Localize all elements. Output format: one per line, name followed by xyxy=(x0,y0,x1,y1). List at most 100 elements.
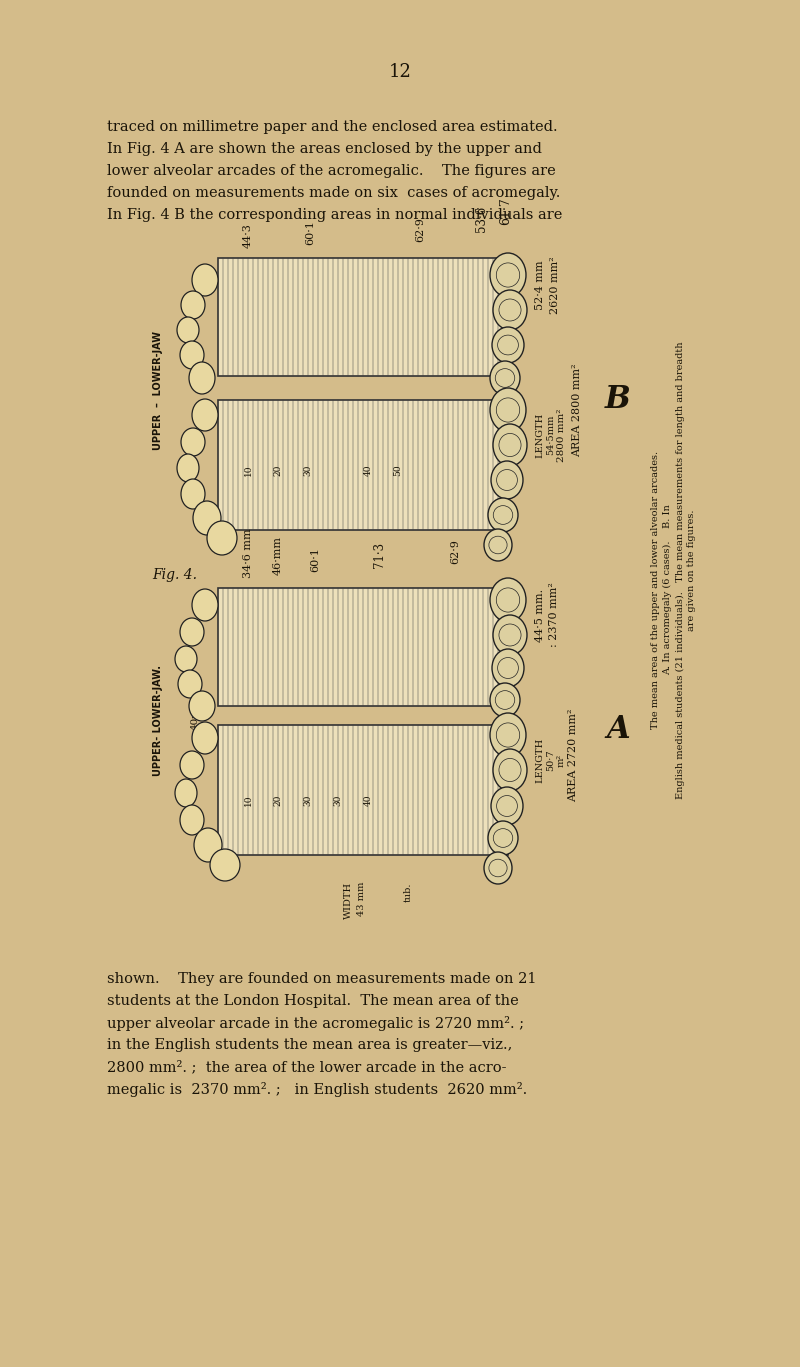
Ellipse shape xyxy=(175,647,197,673)
Text: UPPER- LOWER-JAW.: UPPER- LOWER-JAW. xyxy=(153,664,163,775)
Text: shown.    They are founded on measurements made on 21: shown. They are founded on measurements … xyxy=(107,972,537,986)
Ellipse shape xyxy=(180,805,204,835)
Text: 46·mm: 46·mm xyxy=(273,536,283,576)
Text: 52·4 mm: 52·4 mm xyxy=(535,260,545,310)
Text: founded on measurements made on six  cases of acromegaly.: founded on measurements made on six case… xyxy=(107,186,560,200)
Text: 2800 mm². ;  the area of the lower arcade in the acro-: 2800 mm². ; the area of the lower arcade… xyxy=(107,1059,506,1074)
Text: 30: 30 xyxy=(303,465,313,476)
Ellipse shape xyxy=(488,822,518,854)
Ellipse shape xyxy=(189,362,215,394)
Text: in the English students the mean area is greater—viz.,: in the English students the mean area is… xyxy=(107,1038,512,1053)
Text: 40: 40 xyxy=(363,465,373,476)
Text: LENGTH: LENGTH xyxy=(535,737,544,783)
Text: 62·9: 62·9 xyxy=(450,539,460,565)
Text: upper alveolar arcade in the acromegalic is 2720 mm². ;: upper alveolar arcade in the acromegalic… xyxy=(107,1016,524,1031)
Ellipse shape xyxy=(193,500,221,534)
Text: 10: 10 xyxy=(243,465,253,476)
Ellipse shape xyxy=(493,424,527,466)
Ellipse shape xyxy=(492,649,524,688)
Ellipse shape xyxy=(181,291,205,319)
Ellipse shape xyxy=(484,852,512,884)
Text: English medical students (21 individuals).   The mean measurements for length an: English medical students (21 individuals… xyxy=(675,342,685,798)
Text: 53·6: 53·6 xyxy=(475,206,489,232)
Ellipse shape xyxy=(192,722,218,755)
Text: A: A xyxy=(606,715,630,745)
Bar xyxy=(218,588,508,705)
Ellipse shape xyxy=(207,521,237,555)
Text: 62·9: 62·9 xyxy=(415,217,425,242)
Text: are given on the figures.: are given on the figures. xyxy=(687,510,697,630)
Ellipse shape xyxy=(493,749,527,791)
Ellipse shape xyxy=(490,684,520,718)
Ellipse shape xyxy=(490,253,526,297)
Bar xyxy=(218,725,508,854)
Text: 44·5 mm.: 44·5 mm. xyxy=(535,588,545,641)
Ellipse shape xyxy=(178,670,202,699)
Text: UPPER  –  LOWER-JAW: UPPER – LOWER-JAW xyxy=(153,331,163,450)
Ellipse shape xyxy=(175,779,197,807)
Text: WIDTH: WIDTH xyxy=(343,882,353,919)
Text: 34·6 mm: 34·6 mm xyxy=(243,529,253,578)
Text: B: B xyxy=(605,384,631,416)
Text: AREA 2720 mm²: AREA 2720 mm² xyxy=(568,708,578,802)
Text: 60·1: 60·1 xyxy=(305,220,315,245)
Ellipse shape xyxy=(490,714,526,757)
Text: 43 mm: 43 mm xyxy=(358,882,366,916)
Bar xyxy=(218,401,508,530)
Ellipse shape xyxy=(488,498,518,532)
Ellipse shape xyxy=(491,461,523,499)
Text: The mean area of the upper and lower alveolar arcades.: The mean area of the upper and lower alv… xyxy=(651,451,661,729)
Ellipse shape xyxy=(180,750,204,779)
Text: 2620 mm²: 2620 mm² xyxy=(550,256,560,314)
Text: 40mm: 40mm xyxy=(190,697,199,730)
Text: Fig. 4.: Fig. 4. xyxy=(152,569,197,582)
Text: : 2370 mm²: : 2370 mm² xyxy=(549,582,559,648)
Ellipse shape xyxy=(192,589,218,621)
Ellipse shape xyxy=(177,317,199,343)
Text: 54·5mm: 54·5mm xyxy=(546,414,555,455)
Ellipse shape xyxy=(492,327,524,364)
Text: 44·3: 44·3 xyxy=(243,223,253,247)
Text: 61·7: 61·7 xyxy=(499,197,513,226)
Ellipse shape xyxy=(490,578,526,622)
Ellipse shape xyxy=(493,615,527,655)
Ellipse shape xyxy=(181,428,205,457)
Text: In Fig. 4 A are shown the areas enclosed by the upper and: In Fig. 4 A are shown the areas enclosed… xyxy=(107,142,542,156)
Text: 12: 12 xyxy=(389,63,411,81)
Text: 20: 20 xyxy=(274,465,282,476)
Ellipse shape xyxy=(210,849,240,880)
Text: In Fig. 4 B the corresponding areas in normal individuals are: In Fig. 4 B the corresponding areas in n… xyxy=(107,208,562,221)
Ellipse shape xyxy=(484,529,512,560)
Text: A. In acromegaly (6 cases).    B. In: A. In acromegaly (6 cases). B. In xyxy=(663,504,673,675)
Text: 10: 10 xyxy=(243,794,253,805)
Text: 50: 50 xyxy=(394,465,402,476)
Text: LENGTH: LENGTH xyxy=(535,413,544,458)
Ellipse shape xyxy=(490,388,526,432)
Text: students at the London Hospital.  The mean area of the: students at the London Hospital. The mea… xyxy=(107,994,518,1007)
Ellipse shape xyxy=(181,478,205,509)
Ellipse shape xyxy=(192,264,218,297)
Ellipse shape xyxy=(491,787,523,826)
Ellipse shape xyxy=(490,361,520,395)
Text: 2800 mm²: 2800 mm² xyxy=(557,409,566,462)
Text: traced on millimetre paper and the enclosed area estimated.: traced on millimetre paper and the enclo… xyxy=(107,120,558,134)
Text: megalic is  2370 mm². ;   in English students  2620 mm².: megalic is 2370 mm². ; in English studen… xyxy=(107,1083,527,1096)
Ellipse shape xyxy=(180,340,204,369)
Ellipse shape xyxy=(177,454,199,483)
Bar xyxy=(218,258,508,376)
Text: m²: m² xyxy=(557,753,566,767)
Text: 30: 30 xyxy=(334,794,342,805)
Ellipse shape xyxy=(189,690,215,720)
Text: tub.: tub. xyxy=(403,882,413,901)
Text: 30: 30 xyxy=(303,794,313,805)
Text: 20: 20 xyxy=(274,794,282,805)
Text: AREA 2800 mm²: AREA 2800 mm² xyxy=(572,364,582,457)
Text: 60·1: 60·1 xyxy=(310,547,320,571)
Text: 50·7: 50·7 xyxy=(546,749,555,771)
Ellipse shape xyxy=(194,828,222,863)
Text: 71·3: 71·3 xyxy=(374,541,386,569)
Text: lower alveolar arcades of the acromegalic.    The figures are: lower alveolar arcades of the acromegali… xyxy=(107,164,556,178)
Ellipse shape xyxy=(180,618,204,647)
Text: 40: 40 xyxy=(363,794,373,805)
Ellipse shape xyxy=(192,399,218,431)
